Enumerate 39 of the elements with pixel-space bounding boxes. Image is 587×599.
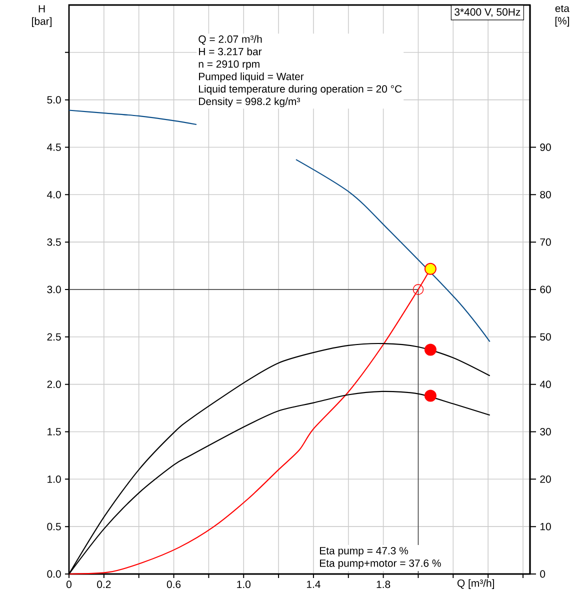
y2-axis-title: eta [%] bbox=[555, 5, 570, 27]
x-axis-title: Q [m³/h] bbox=[457, 579, 494, 589]
y-tick-label: 2.0 bbox=[47, 380, 61, 388]
annotation: Liquid temperature during operation = 20 °C bbox=[199, 84, 402, 95]
y-tick-label: 0.0 bbox=[47, 570, 61, 578]
y2-tick-label: 0 bbox=[540, 570, 546, 578]
y-tick-label: 1.5 bbox=[48, 428, 61, 436]
x-tick-label: 1.0 bbox=[237, 580, 250, 588]
x-tick-label: 0 bbox=[66, 580, 72, 588]
annotation: n = 2910 rpm bbox=[198, 60, 260, 70]
y2-tick-label: 30 bbox=[540, 428, 551, 436]
y-tick-label: 2.5 bbox=[47, 333, 61, 341]
y-tick-label: 0.5 bbox=[47, 522, 61, 530]
y-tick-label: 4.0 bbox=[47, 190, 61, 198]
annotation: Eta pump = 47.3 % bbox=[320, 547, 408, 556]
y2-tick-label: 20 bbox=[540, 475, 551, 483]
y-tick-label: 1.0 bbox=[48, 475, 61, 483]
annotation: Density = 998.2 kg/m³ bbox=[199, 97, 300, 108]
annotation: Q = 2.07 m³/h bbox=[198, 35, 262, 45]
annotation: H = 3.217 bar bbox=[199, 48, 262, 56]
x-tick-label: 0.2 bbox=[97, 580, 111, 588]
x-tick-label: 1.4 bbox=[306, 580, 320, 588]
y2-tick-label: 10 bbox=[540, 522, 551, 530]
y2-tick-label: 40 bbox=[540, 380, 551, 388]
y-tick-label: 4.5 bbox=[47, 144, 61, 151]
y2-tick-label: 70 bbox=[540, 238, 551, 246]
annotation: Pumped liquid = Water bbox=[199, 72, 304, 82]
x-tick-label: 1.8 bbox=[376, 580, 390, 588]
y2-tick-label: 50 bbox=[540, 333, 551, 341]
y2-tick-label: 80 bbox=[540, 190, 551, 198]
y-axis-title: H [bar] bbox=[32, 5, 52, 28]
y2-tick-label: 90 bbox=[540, 144, 551, 151]
annotation: Eta pump+motor = 37.6 % bbox=[320, 559, 441, 569]
y2-tick-label: 60 bbox=[540, 286, 551, 294]
y-tick-label: 5.0 bbox=[47, 96, 61, 104]
y-tick-label: 3.0 bbox=[47, 286, 61, 294]
chart-title: 3*400 V, 50Hz bbox=[454, 8, 520, 17]
y-tick-label: 3.5 bbox=[47, 238, 61, 246]
x-tick-label: 0.6 bbox=[166, 580, 181, 588]
